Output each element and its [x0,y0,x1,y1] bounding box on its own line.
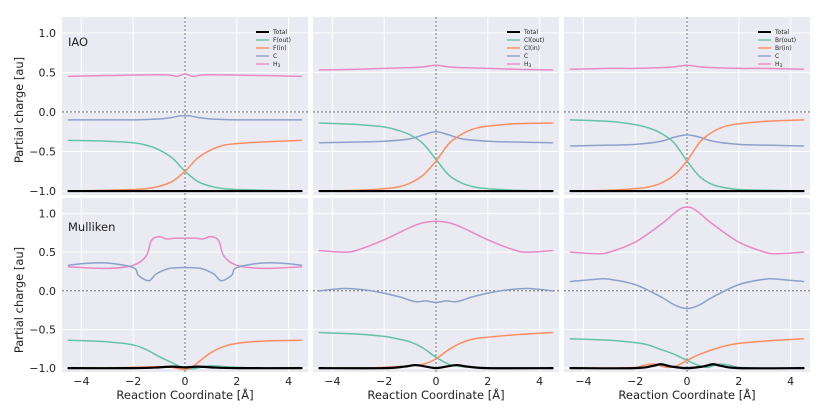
y-tick-label: −0.5 [29,145,56,158]
x-tick-label: 4 [787,375,794,388]
series-line-c [67,115,303,121]
x-tick-label: 4 [285,375,292,388]
series-line-in [318,122,554,192]
legend-label-c: C [775,53,779,60]
x-tick-label: −4 [324,375,340,388]
series-group [318,220,554,370]
x-tick-label: −4 [73,375,89,388]
legend-label-out: Br(out) [775,37,796,44]
x-tick-label: 0 [182,375,189,388]
series-line-c [318,287,554,304]
series-line-c [67,262,303,282]
series-line-in [67,139,303,192]
series-line-h3 [569,206,805,255]
x-tick-label: 0 [433,375,440,388]
y-tick-label: 1.0 [39,27,57,40]
series-line-h3 [318,64,554,71]
legend-label-in: Br(in) [775,45,792,52]
x-tick-label: −2 [627,375,643,388]
series-group [67,73,303,193]
y-tick-label: 0.5 [39,246,57,259]
series-line-total [318,363,554,370]
y-tick-label: −1.0 [29,185,56,198]
legend-label-in: F(in) [273,45,287,52]
y-tick-label: 0.5 [39,66,57,79]
x-tick-label: 0 [684,375,691,388]
series-line-h3 [67,73,303,78]
legend-label-c: C [273,53,277,60]
x-tick-label: 4 [536,375,543,388]
legend-label-total: Total [774,29,789,36]
x-axis-label: Reaction Coordinate [Å] [367,387,504,402]
panel-label: Mulliken [68,220,115,234]
legend-label-h3: H3 [775,61,783,69]
x-tick-label: −2 [125,375,141,388]
x-axis-label: Reaction Coordinate [Å] [618,387,755,402]
legend-label-in: Cl(in) [524,45,540,52]
y-axis-label-bottom: Partial charge [au] [12,247,26,353]
series-line-c [569,134,805,147]
x-tick-label: 2 [735,375,742,388]
panel-label: IAO [68,35,88,49]
panel-mulliken-3: −4 −2 0 2 4 Reaction Coordinate [Å] [564,198,810,402]
x-tick-label: 2 [484,375,491,388]
panel-mulliken-2: −4 −2 0 2 4 Reaction Coordinate [Å] [313,198,559,402]
series-group [569,64,805,193]
series-line-total [569,363,805,370]
series-line-out [318,122,554,192]
x-tick-label: −4 [575,375,591,388]
series-group [569,206,805,370]
x-axis-label: Reaction Coordinate [Å] [116,387,253,402]
panel-grid: −1.0−0.50.00.51.0IAOTotalF(out)F(in)CH3T… [29,17,810,402]
legend-label-c: C [524,53,528,60]
series-group [67,235,303,371]
y-axis-label-top: Partial charge [au] [12,57,26,163]
x-tick-label: −2 [376,375,392,388]
y-tick-label: 0.0 [39,106,57,119]
panel-mulliken-1: −4 −2 0 2 4 −1.0 −0.5 0.0 0.5 1.0 Mulliken Reaction… [29,198,308,402]
legend-label-out: F(out) [273,37,291,44]
series-line-c [318,130,554,144]
legend-label-total: Total [272,29,287,36]
series-line-h3 [318,220,554,253]
y-tick-label: 0.0 [39,285,57,298]
series-line-c [569,277,805,310]
x-tick-label: 2 [233,375,240,388]
series-group [318,64,554,193]
legend-label-h3: H3 [524,61,532,69]
y-tick-label: 1.0 [39,207,57,220]
y-tick-label: −1.0 [29,362,56,375]
legend-label-h3: H3 [273,61,281,69]
y-tick-label: −0.5 [29,323,56,336]
legend-label-out: Cl(out) [524,37,544,44]
series-line-total [67,365,303,370]
series-line-h3 [569,64,805,70]
legend-label-total: Total [523,29,538,36]
series-line-in [569,119,805,192]
series-line-h3 [67,235,303,270]
